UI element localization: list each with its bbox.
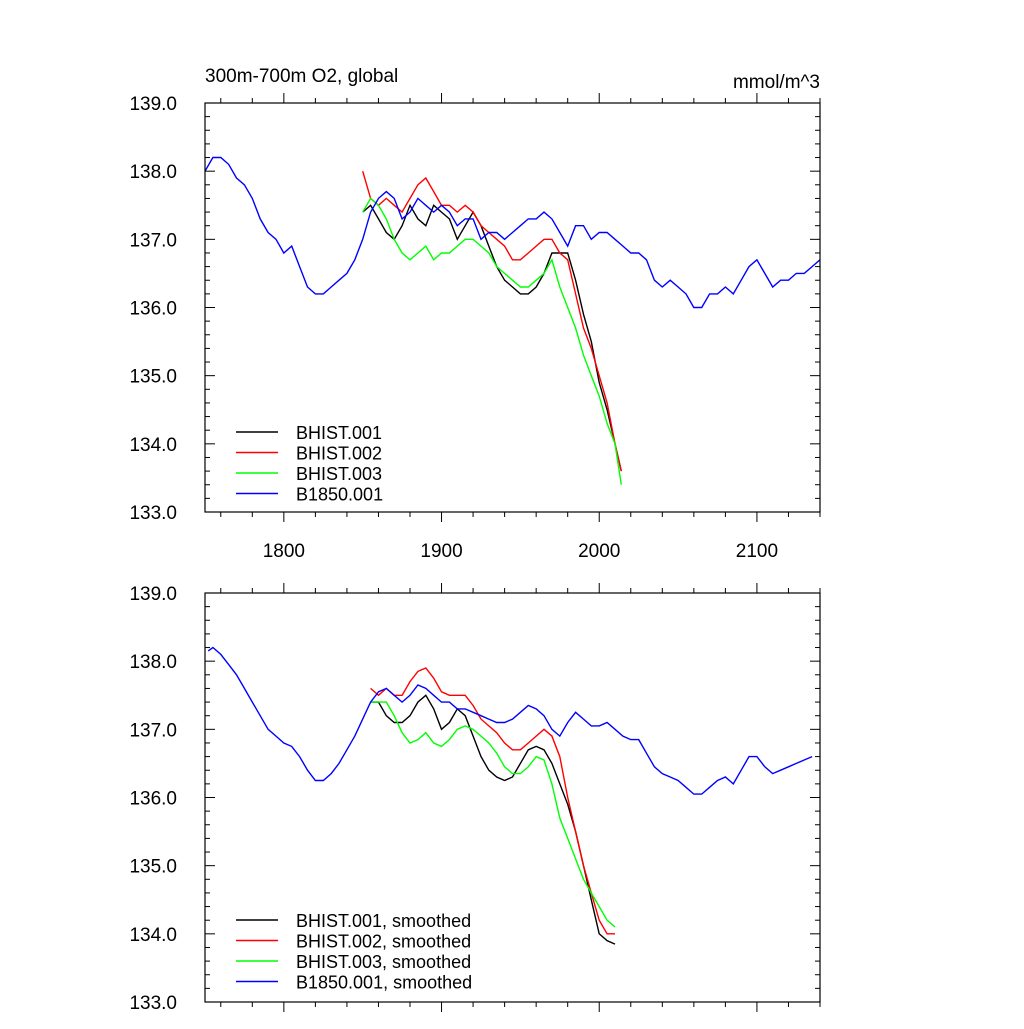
series-line-3 [370,701,616,928]
y-tick-label: 137.0 [129,230,177,251]
legend-label: BHIST.003 [296,464,382,484]
y-tick-label: 138.0 [129,652,177,673]
legend-label: BHIST.001 [296,423,382,443]
y-tick-label: 136.0 [129,299,177,320]
legend-label: BHIST.003, smoothed [296,952,471,972]
legend-label: BHIST.002 [296,444,382,464]
y-tick-label: 135.0 [129,367,177,388]
top-panel: 300m-700m O2, global mmol/m^3 133.0 134.0… [129,66,821,562]
series-line-2 [362,171,622,472]
legend-label: B1850.001, smoothed [296,973,472,993]
y-tick-label: 138.0 [129,162,177,183]
y-tick-label: 134.0 [129,435,177,456]
y-tick-label: 133.0 [129,993,177,1014]
series-line-2 [370,667,615,935]
units-label: mmol/m^3 [733,72,820,93]
x-tick-label: 2100 [736,541,778,562]
legend-label: BHIST.001, smoothed [296,911,471,931]
series-line-1 [370,694,616,945]
bottom-panel: 133.0 134.0 135.0 136.0 137.0 138.0 139.0 BHIST… [129,583,821,1014]
series-line-1 [362,203,622,472]
x-tick-label: 1800 [263,541,305,562]
y-tick-label: 139.0 [129,94,177,115]
y-tick-label: 136.0 [129,789,177,810]
y-tick-label: 137.0 [129,720,177,741]
x-tick-label: 1900 [420,541,462,562]
series-line-3 [362,197,622,485]
y-tick-label: 134.0 [129,925,177,946]
legend-label: BHIST.002, smoothed [296,932,471,952]
series-line-4 [207,646,813,795]
chart-title: 300m-700m O2, global [205,66,398,87]
y-tick-label: 135.0 [129,857,177,878]
y-tick-label: 139.0 [129,584,177,605]
x-tick-label: 2000 [578,541,620,562]
series-line-4 [205,156,820,309]
legend-label: B1850.001 [296,485,383,505]
y-tick-label: 133.0 [129,503,177,524]
